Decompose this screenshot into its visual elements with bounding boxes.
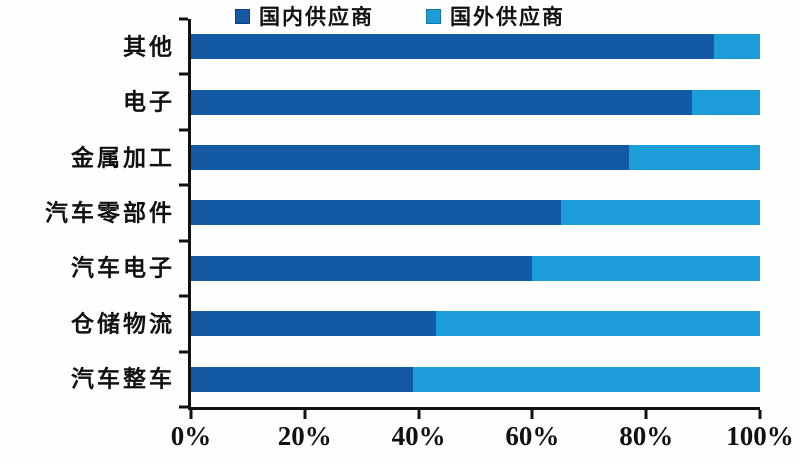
bar-segment-foreign [412,366,760,392]
stacked-bar [191,255,760,281]
y-axis-tick [179,183,188,187]
bar-row [191,241,760,296]
bar-segment-foreign [532,255,760,281]
bar-segment-domestic [191,311,436,337]
bar-row [191,296,760,351]
bar-segment-domestic [191,200,561,226]
bar-segment-foreign [435,311,760,337]
stacked-bar [191,145,760,171]
y-axis-tick [179,17,188,21]
x-axis-tick [530,410,534,419]
stacked-bar [191,89,760,115]
stacked-bar [191,200,760,226]
bar-row [191,185,760,240]
bar-row [191,352,760,407]
x-axis-tick [189,410,193,419]
stacked-bar [191,311,760,337]
x-axis-tick-label: 0% [170,421,212,451]
category-label: 电子 [123,88,175,115]
x-axis-tick-label: 80% [619,421,674,451]
bar-segment-domestic [191,366,413,392]
x-axis-tick-label: 60% [505,421,560,451]
x-axis-tick [417,410,421,419]
legend-item-foreign: 国外供应商 [426,1,565,31]
category-label: 其他 [123,33,175,60]
bar-segment-domestic [191,145,630,171]
y-axis-tick [179,294,188,298]
category-label: 汽车电子 [71,254,175,281]
bar-segment-domestic [191,34,715,60]
category-label: 汽车整车 [71,365,175,392]
legend-swatch-domestic-icon [235,8,250,24]
x-axis-tick-label: 20% [277,421,332,451]
bar-row [191,130,760,185]
stacked-bar [191,366,760,392]
legend-swatch-foreign-icon [426,8,441,24]
bar-segment-foreign [714,34,760,60]
bar-segment-foreign [560,200,760,226]
x-axis-tick [644,410,648,419]
y-axis-tick [179,128,188,132]
x-axis-tick [303,410,307,419]
y-axis-tick [179,72,188,76]
y-axis-tick [179,350,188,354]
bar-segment-domestic [191,89,692,115]
bar-segment-foreign [629,145,760,171]
legend-label-foreign: 国外供应商 [450,6,565,29]
bar-row [191,19,760,74]
category-label: 金属加工 [71,144,175,171]
x-axis-tick-label: 100% [726,421,794,451]
legend: 国内供应商 国外供应商 [0,1,800,31]
y-axis-tick [179,405,188,409]
plot-area: 其他电子金属加工汽车零部件汽车电子仓储物流汽车整车 0% 20% 40% 60% 80%… [45,17,794,450]
category-label: 仓储物流 [71,310,175,337]
bar-segment-domestic [191,255,533,281]
y-axis-tick [179,239,188,243]
stacked-bar [191,34,760,60]
bar-row [191,74,760,129]
legend-label-domestic: 国内供应商 [259,6,374,29]
category-label: 汽车零部件 [45,199,175,226]
x-axis-tick-label: 40% [391,421,446,451]
legend-item-domestic: 国内供应商 [235,1,374,31]
x-axis-tick [758,410,762,419]
bar-segment-foreign [691,89,760,115]
